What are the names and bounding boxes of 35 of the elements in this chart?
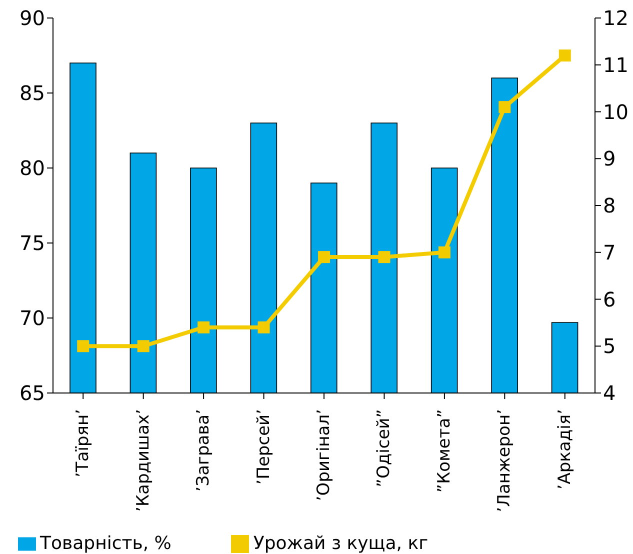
x-tick-label: ’Ланжерон’ — [494, 409, 515, 512]
y2-tick-label: 4 — [603, 381, 616, 406]
y-tick-label: 70 — [20, 306, 45, 330]
point — [77, 340, 90, 352]
point — [378, 251, 390, 264]
y-tick-label: 65 — [20, 381, 45, 406]
y-tick-label: 75 — [20, 231, 45, 256]
x-tick-label: ’Кардишах’ — [133, 409, 154, 512]
x-tick-label: ’Таїрян’ — [73, 409, 94, 478]
y2-tick-label: 5 — [603, 334, 616, 358]
y2-tick-label: 9 — [603, 146, 616, 171]
point — [558, 50, 571, 62]
x-tick-label: ’Аркадія’ — [554, 409, 575, 490]
x-tick-label: ’Персей’ — [254, 409, 274, 485]
x-tick-label: ’Оригінал’ — [314, 409, 334, 502]
y2-tick-label: 10 — [603, 100, 628, 124]
y2-tick-label: 12 — [603, 6, 628, 30]
y2-tick-label: 6 — [603, 287, 616, 312]
x-tick-label: ”Комета” — [434, 409, 454, 493]
x-tick-label: ’Заграва’ — [194, 409, 214, 492]
y-tick-label: 85 — [20, 81, 45, 106]
legend-label: Товарність, % — [40, 533, 172, 554]
point — [258, 321, 270, 334]
y-tick-label: 80 — [20, 156, 45, 180]
point — [137, 340, 150, 352]
legend-label: Урожай з куща, кг — [253, 533, 428, 554]
point — [198, 321, 210, 334]
y2-tick-label: 11 — [603, 52, 628, 77]
point — [498, 101, 511, 114]
y-tick-label: 90 — [20, 6, 45, 30]
point — [438, 246, 450, 258]
point — [318, 251, 330, 264]
y2-tick-label: 7 — [603, 240, 616, 264]
y2-tick-label: 8 — [603, 194, 616, 218]
x-tick-label: ”Одісей” — [374, 409, 394, 488]
